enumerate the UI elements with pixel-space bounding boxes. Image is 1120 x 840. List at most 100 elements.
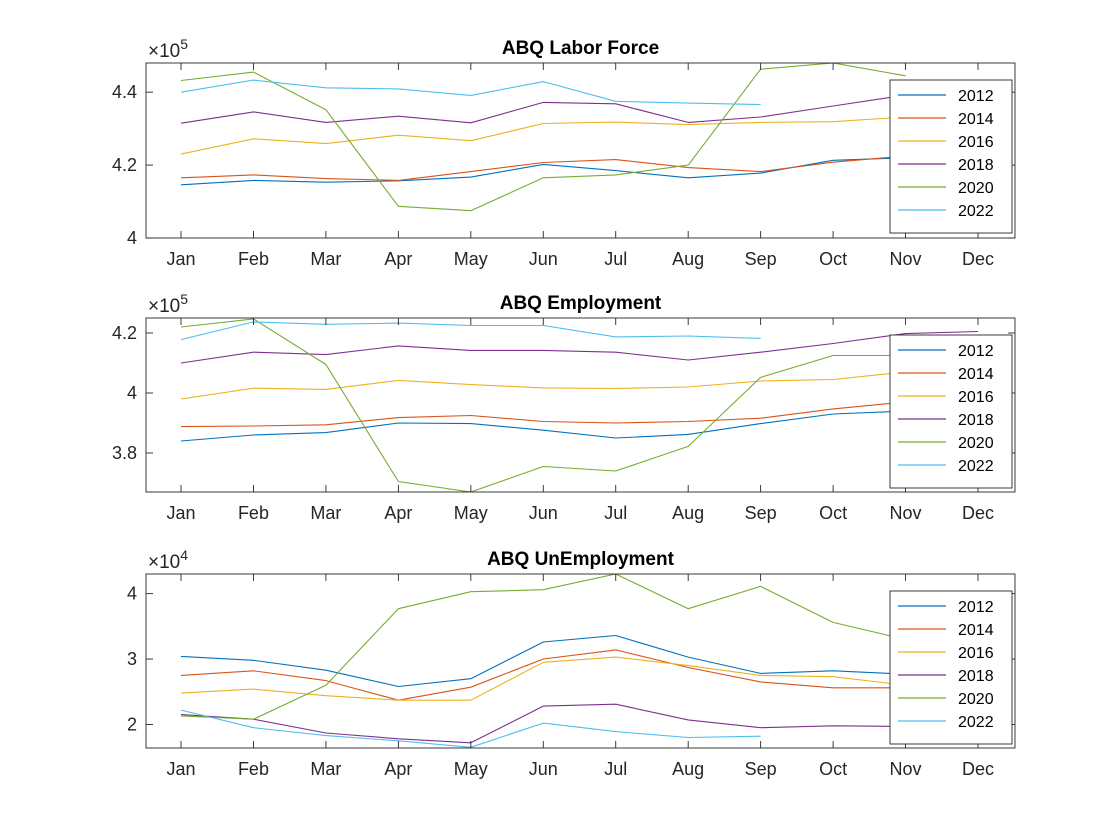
y-tick-label: 4.2 [112,155,137,175]
series-line-2012 [180,634,906,688]
x-tick-label: Jun [529,503,558,523]
legend-label: 2012 [958,343,994,360]
series-group [180,574,906,748]
series-line-2018 [180,703,906,744]
legend-label: 2014 [958,366,994,383]
legend-box [889,334,1013,489]
chart-panel-2: Jan Feb Mar Apr May Jun Jul Aug Sep Oct Nov Dec 3.8 4… [112,291,1016,523]
legend-label: 2020 [958,435,994,452]
x-tick-label: Feb [238,503,269,523]
x-tick-label: Jun [529,759,558,779]
y-tick-label: 3 [127,649,137,669]
x-tick-label: Oct [819,503,847,523]
x-tick-label: Mar [310,503,341,523]
y-tick-label: 4.4 [112,82,137,102]
legend: 2012 2014 2016 2018 2020 2022 [889,590,1013,745]
series-line-2016 [180,116,906,155]
plot-area [146,318,1015,492]
chart-panel-1: Jan Feb Mar Apr May Jun Jul Aug Sep Oct Nov Dec 4 4.2… [112,36,1016,269]
chart-title: ABQ UnEmployment [487,549,675,570]
axis-multiplier-exponent: 5 [180,291,188,307]
axis-multiplier-exponent: 5 [180,36,188,52]
x-tick-label: Jul [604,503,627,523]
legend: 2012 2014 2016 2018 2020 2022 [889,79,1013,234]
x-tick-label: Dec [962,503,994,523]
legend-label: 2014 [958,111,994,128]
series-group [180,318,979,492]
legend-label: 2012 [958,88,994,105]
chart-title: ABQ Employment [500,293,662,314]
legend-label: 2020 [958,180,994,197]
x-tick-label: Mar [310,249,341,269]
legend-label: 2020 [958,691,994,708]
x-tick-label: Jan [166,503,195,523]
x-tick-label: Nov [890,503,922,523]
x-tick-label: Apr [384,503,412,523]
axis-multiplier-exponent: 4 [180,547,188,563]
series-line-2012 [180,410,906,442]
y-tick-label: 4.2 [112,323,137,343]
legend-label: 2018 [958,668,994,685]
series-line-2022 [180,321,761,341]
legend-box [889,79,1013,234]
x-tick-label: Feb [238,759,269,779]
x-tick-label: Oct [819,759,847,779]
legend-box [889,590,1013,745]
axes-frame [145,62,1016,239]
series-line-2014 [180,401,906,428]
axis-multiplier-base: ×10 [148,41,180,62]
legend-label: 2014 [958,622,994,639]
series-group [180,63,906,212]
axes-frame [145,573,1016,749]
series-line-2020 [180,63,906,212]
series-line-2022 [180,79,761,106]
x-tick-label: Apr [384,759,412,779]
x-tick-label: Aug [672,249,704,269]
x-tick-label: May [454,249,488,269]
x-tick-label: Jun [529,249,558,269]
series-line-2014 [180,155,906,181]
series-line-2016 [180,371,906,400]
axis-multiplier: ×105 [148,291,188,317]
axes-frame [145,317,1016,493]
y-tick-label: 2 [127,714,137,734]
legend-label: 2022 [958,203,994,220]
x-tick-label: Aug [672,503,704,523]
x-tick-label: Mar [310,759,341,779]
x-tick-label: Dec [962,759,994,779]
x-tick-label: Dec [962,249,994,269]
x-tick-label: Aug [672,759,704,779]
legend-label: 2022 [958,714,994,731]
series-line-2018 [180,94,906,124]
legend-label: 2018 [958,412,994,429]
legend-label: 2018 [958,157,994,174]
y-tick-label: 3.8 [112,443,137,463]
chart-title: ABQ Labor Force [502,38,659,59]
y-tick-label: 4 [127,228,137,248]
x-tick-label: Jan [166,249,195,269]
plot-area [146,574,1015,748]
legend-label: 2022 [958,458,994,475]
legend: 2012 2014 2016 2018 2020 2022 [889,334,1013,489]
series-line-2018 [180,330,979,364]
series-line-2014 [180,649,906,701]
legend-label: 2016 [958,645,994,662]
x-tick-label: May [454,503,488,523]
x-tick-label: Sep [745,249,777,269]
axis-multiplier-base: ×10 [148,552,180,573]
x-tick-label: Oct [819,249,847,269]
series-line-2016 [180,656,906,701]
x-tick-label: Nov [890,249,922,269]
x-tick-label: Feb [238,249,269,269]
legend-label: 2016 [958,134,994,151]
x-tick-label: May [454,759,488,779]
series-line-2020 [180,318,906,492]
legend-label: 2012 [958,599,994,616]
series-line-2020 [180,574,906,720]
x-tick-label: Sep [745,759,777,779]
x-tick-label: Jan [166,759,195,779]
legend-label: 2016 [958,389,994,406]
y-tick-label: 4 [127,383,137,403]
x-tick-label: Jul [604,249,627,269]
